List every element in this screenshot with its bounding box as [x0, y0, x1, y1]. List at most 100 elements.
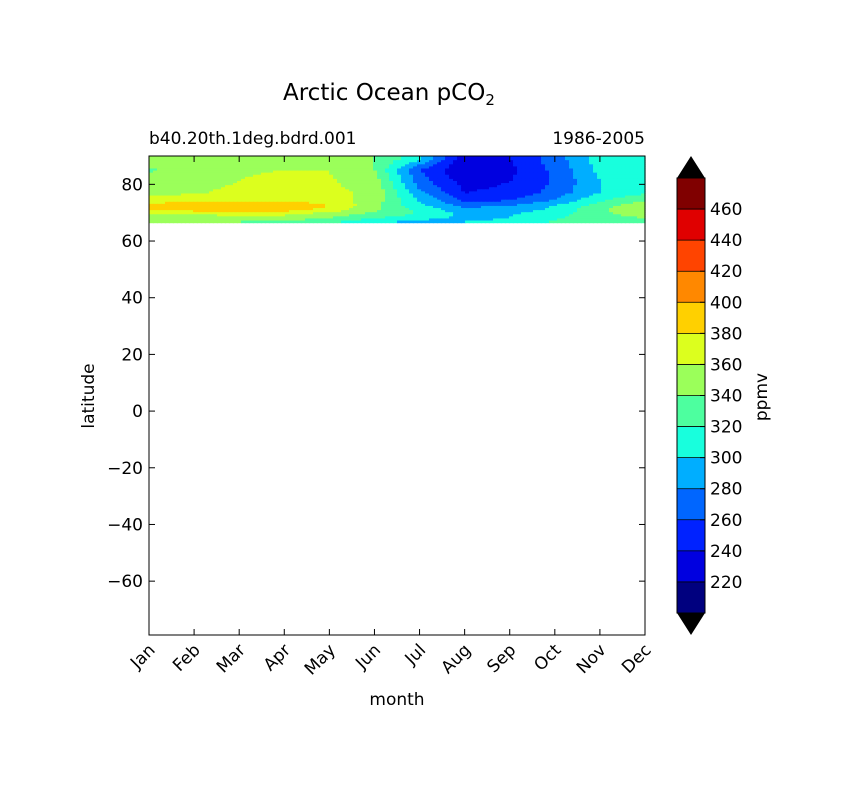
heatmap-cell [313, 160, 318, 163]
heatmap-cell [321, 180, 326, 184]
heatmap-cell [401, 180, 406, 184]
heatmap-cell [301, 216, 306, 220]
heatmap-cell [485, 205, 490, 209]
heatmap-cell [477, 172, 482, 176]
heatmap-cell [185, 158, 190, 161]
heatmap-cell [301, 218, 306, 222]
heatmap-cell [313, 164, 318, 168]
heatmap-cell [417, 178, 422, 182]
heatmap-cell [365, 170, 370, 174]
heatmap-cells [149, 156, 646, 224]
heatmap-cell [325, 176, 330, 180]
heatmap-cell [525, 178, 530, 182]
heatmap-cell [169, 195, 174, 199]
heatmap-cell [477, 178, 482, 182]
heatmap-cell [617, 187, 622, 190]
heatmap-cell [521, 197, 526, 201]
heatmap-cell [261, 172, 266, 176]
heatmap-cell [561, 170, 566, 174]
heatmap-cell [209, 158, 214, 161]
heatmap-cell [509, 218, 514, 222]
heatmap-cell [213, 193, 218, 197]
heatmap-cell [557, 166, 562, 170]
heatmap-cell [329, 185, 334, 188]
heatmap-cell [325, 195, 330, 199]
heatmap-cell [333, 210, 338, 213]
heatmap-cell [601, 218, 606, 222]
heatmap-cell [493, 168, 498, 172]
heatmap-cell [505, 172, 510, 176]
heatmap-cell [505, 205, 510, 209]
heatmap-cell [285, 160, 290, 163]
heatmap-cell [185, 208, 190, 211]
heatmap-cell [565, 160, 570, 163]
heatmap-cell [241, 176, 246, 180]
heatmap-cell [285, 220, 290, 224]
heatmap-cell [421, 203, 426, 207]
heatmap-cell [373, 180, 378, 184]
heatmap-cell [537, 212, 542, 215]
heatmap-cell [225, 158, 230, 161]
heatmap-cell [489, 203, 494, 207]
heatmap-cell [173, 214, 178, 217]
heatmap-cell [581, 201, 586, 205]
heatmap-cell [165, 195, 170, 199]
heatmap-cell [197, 208, 202, 211]
heatmap-cell [361, 156, 366, 159]
heatmap-cell [277, 199, 282, 203]
heatmap-cell [149, 195, 154, 199]
heatmap-cell [289, 195, 294, 199]
heatmap-cell [153, 191, 158, 195]
heatmap-cell [497, 199, 502, 203]
heatmap-cell [305, 195, 310, 199]
heatmap-cell [553, 214, 558, 217]
heatmap-cell [337, 170, 342, 174]
heatmap-cell [421, 185, 426, 188]
heatmap-cell [513, 168, 518, 172]
heatmap-cell [565, 210, 570, 213]
heatmap-cell [609, 191, 614, 195]
heatmap-cell [197, 216, 202, 220]
heatmap-cell [281, 191, 286, 195]
heatmap-cell [233, 185, 238, 188]
heatmap-cell [233, 183, 238, 186]
heatmap-cell [237, 170, 242, 174]
heatmap-cell [225, 218, 230, 222]
heatmap-cell [329, 162, 334, 165]
heatmap-cell [561, 168, 566, 172]
heatmap-cell [569, 178, 574, 182]
heatmap-cell [617, 203, 622, 207]
heatmap-cell [265, 193, 270, 197]
heatmap-cell [601, 158, 606, 161]
heatmap-cell [253, 189, 258, 192]
heatmap-cell [445, 199, 450, 203]
heatmap-cell [365, 189, 370, 192]
heatmap-cell [509, 208, 514, 211]
heatmap-cell [505, 166, 510, 170]
heatmap-cell [157, 178, 162, 182]
heatmap-cell [601, 174, 606, 178]
heatmap-cell [273, 164, 278, 168]
heatmap-cell [609, 160, 614, 163]
heatmap-cell [333, 203, 338, 207]
heatmap-cell [277, 183, 282, 186]
heatmap-cell [265, 158, 270, 161]
heatmap-cell [633, 174, 638, 178]
heatmap-cell [357, 216, 362, 220]
heatmap-cell [377, 156, 382, 159]
heatmap-cell [261, 203, 266, 207]
heatmap-cell [405, 187, 410, 190]
heatmap-cell [249, 160, 254, 163]
heatmap-cell [405, 191, 410, 195]
heatmap-cell [241, 178, 246, 182]
heatmap-cell [301, 183, 306, 186]
heatmap-cell [345, 170, 350, 174]
heatmap-cell [457, 220, 462, 224]
heatmap-cell [265, 183, 270, 186]
heatmap-cell [541, 168, 546, 172]
heatmap-cell [149, 172, 154, 176]
heatmap-cell [245, 210, 250, 213]
heatmap-cell [289, 216, 294, 220]
heatmap-cell [153, 205, 158, 209]
heatmap-cell [485, 183, 490, 186]
